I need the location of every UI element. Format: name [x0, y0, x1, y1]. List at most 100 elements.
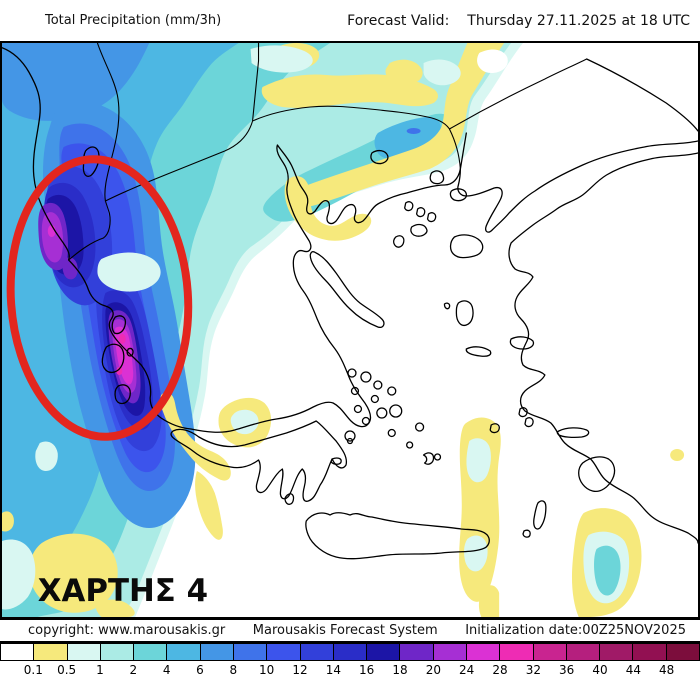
colorbar-labels: 0.1 0.5 1 2 4 6 8 10 12 14 16 18 20 24 28 32 36 40 44 48 [0, 661, 700, 679]
colorbar-label: 4 [162, 663, 171, 677]
colorbar-cell [566, 644, 601, 660]
colorbar-cell [333, 644, 368, 660]
colorbar-cell [100, 644, 135, 660]
island-crete [305, 512, 490, 560]
highlight-ellipse-annotation [6, 155, 193, 441]
precip-blob [41, 212, 64, 263]
island-skyros [393, 235, 405, 248]
colorbar-cell [367, 644, 401, 660]
light-precip-pale-cores [2, 45, 630, 610]
system-name-text: Marousakis Forecast System [252, 623, 438, 638]
init-date-text: Initialization date:00Z25NOV2025 [465, 623, 686, 638]
island-chios [455, 300, 474, 327]
turkish-thrace-coast [457, 140, 698, 233]
colorbar-label: 6 [196, 663, 204, 677]
mainland-greece-coast [2, 47, 467, 433]
anatolia-coast [508, 152, 698, 544]
colorbar-cell [1, 644, 35, 660]
colorbar-label: 32 [525, 663, 541, 677]
colorbar-label: 44 [625, 663, 641, 677]
colorbar-cell [400, 644, 434, 660]
colorbar-cell [67, 644, 101, 660]
black-sea-coast [585, 58, 698, 132]
border-greece-albania [68, 200, 111, 261]
precip-core-max [116, 367, 123, 375]
map-title: Total Precipitation (mm/3h) [45, 13, 222, 28]
pale-core [2, 539, 36, 610]
colorbar-cell [533, 644, 567, 660]
island-limnos [410, 223, 428, 237]
island-psara [443, 302, 451, 310]
colorbar-cell [200, 644, 234, 660]
colorbar-label: 20 [425, 663, 441, 677]
island-samos [509, 336, 535, 350]
colorbar-label: 12 [292, 663, 308, 677]
colorbar-cell [600, 644, 634, 660]
colorbar-label: 1 [96, 663, 104, 677]
border-mk-bg [252, 43, 260, 122]
colorbar-cell [300, 644, 334, 660]
credit-bar: copyright: www.marousakis.gr Marousakis … [0, 620, 700, 643]
dry-hole [477, 49, 508, 73]
island-ikaria [465, 346, 492, 357]
colorbar-label: 10 [259, 663, 275, 677]
colorbar-label: 40 [592, 663, 608, 677]
yellow-blob [2, 511, 14, 532]
yellow-fringe [292, 43, 505, 207]
island-kythira [284, 493, 295, 505]
island-kefalonia [101, 343, 125, 374]
colorbar-label: 16 [359, 663, 375, 677]
island-astypalea [489, 423, 500, 434]
colorbar-cells [0, 643, 700, 661]
island-samothrace [429, 170, 445, 185]
forecast-valid: Forecast Valid: Thursday 27.11.2025 at 1… [347, 13, 690, 29]
pale-core [466, 438, 491, 483]
map-annotation: ΧΑΡΤΗΣ 4 [38, 573, 208, 609]
island-ithaki [126, 347, 134, 357]
colorbar-cell [167, 644, 201, 660]
colorbar-cell [233, 644, 268, 660]
precip-field [2, 43, 524, 617]
precip-blob [2, 43, 150, 121]
coastlines [2, 43, 698, 560]
island-karpathos [533, 500, 547, 530]
colorbar-label: 14 [325, 663, 341, 677]
forecast-valid-label: Forecast Valid: [347, 12, 450, 29]
island-sporades [404, 201, 437, 223]
peloponnese-coast [170, 420, 348, 502]
yellow-blob [95, 599, 135, 617]
colorbar-label: 2 [129, 663, 138, 677]
island-lesbos [449, 234, 484, 259]
pale-core [594, 545, 621, 596]
yellow-blob [670, 449, 685, 461]
precipitation-map: ΧΑΡΤΗΣ 4 [0, 41, 700, 620]
colorbar-label: 28 [492, 663, 508, 677]
colorbar-cell [633, 644, 667, 660]
island-rhodes [578, 456, 616, 493]
precip-blob [62, 257, 78, 280]
pale-core [423, 59, 461, 86]
colorbar-label: 24 [459, 663, 475, 677]
colorbar-label: 48 [659, 663, 675, 677]
colorbar-cell [34, 644, 68, 660]
pale-core [464, 535, 488, 572]
pale-core [35, 441, 58, 471]
island-thasos [370, 149, 389, 165]
island-lefkada [111, 315, 127, 335]
precip-core-max [118, 334, 126, 344]
colorbar-cell [433, 644, 467, 660]
colorbar-label: 18 [392, 663, 408, 677]
precip-blob [406, 128, 421, 134]
yellow-blob [195, 471, 223, 540]
yellow-blob [29, 533, 118, 613]
yellow-blob [385, 59, 423, 85]
colorbar-label: 36 [559, 663, 575, 677]
pale-core [250, 45, 313, 73]
map-svg: ΧΑΡΤΗΣ 4 [2, 43, 698, 617]
precip-blob [374, 116, 441, 159]
island-kos [556, 427, 590, 439]
island-kalymnos [518, 407, 534, 428]
colorbar-label: 0.5 [57, 663, 77, 677]
border-albania [96, 43, 120, 202]
colorbar-label: 0.1 [23, 663, 43, 677]
